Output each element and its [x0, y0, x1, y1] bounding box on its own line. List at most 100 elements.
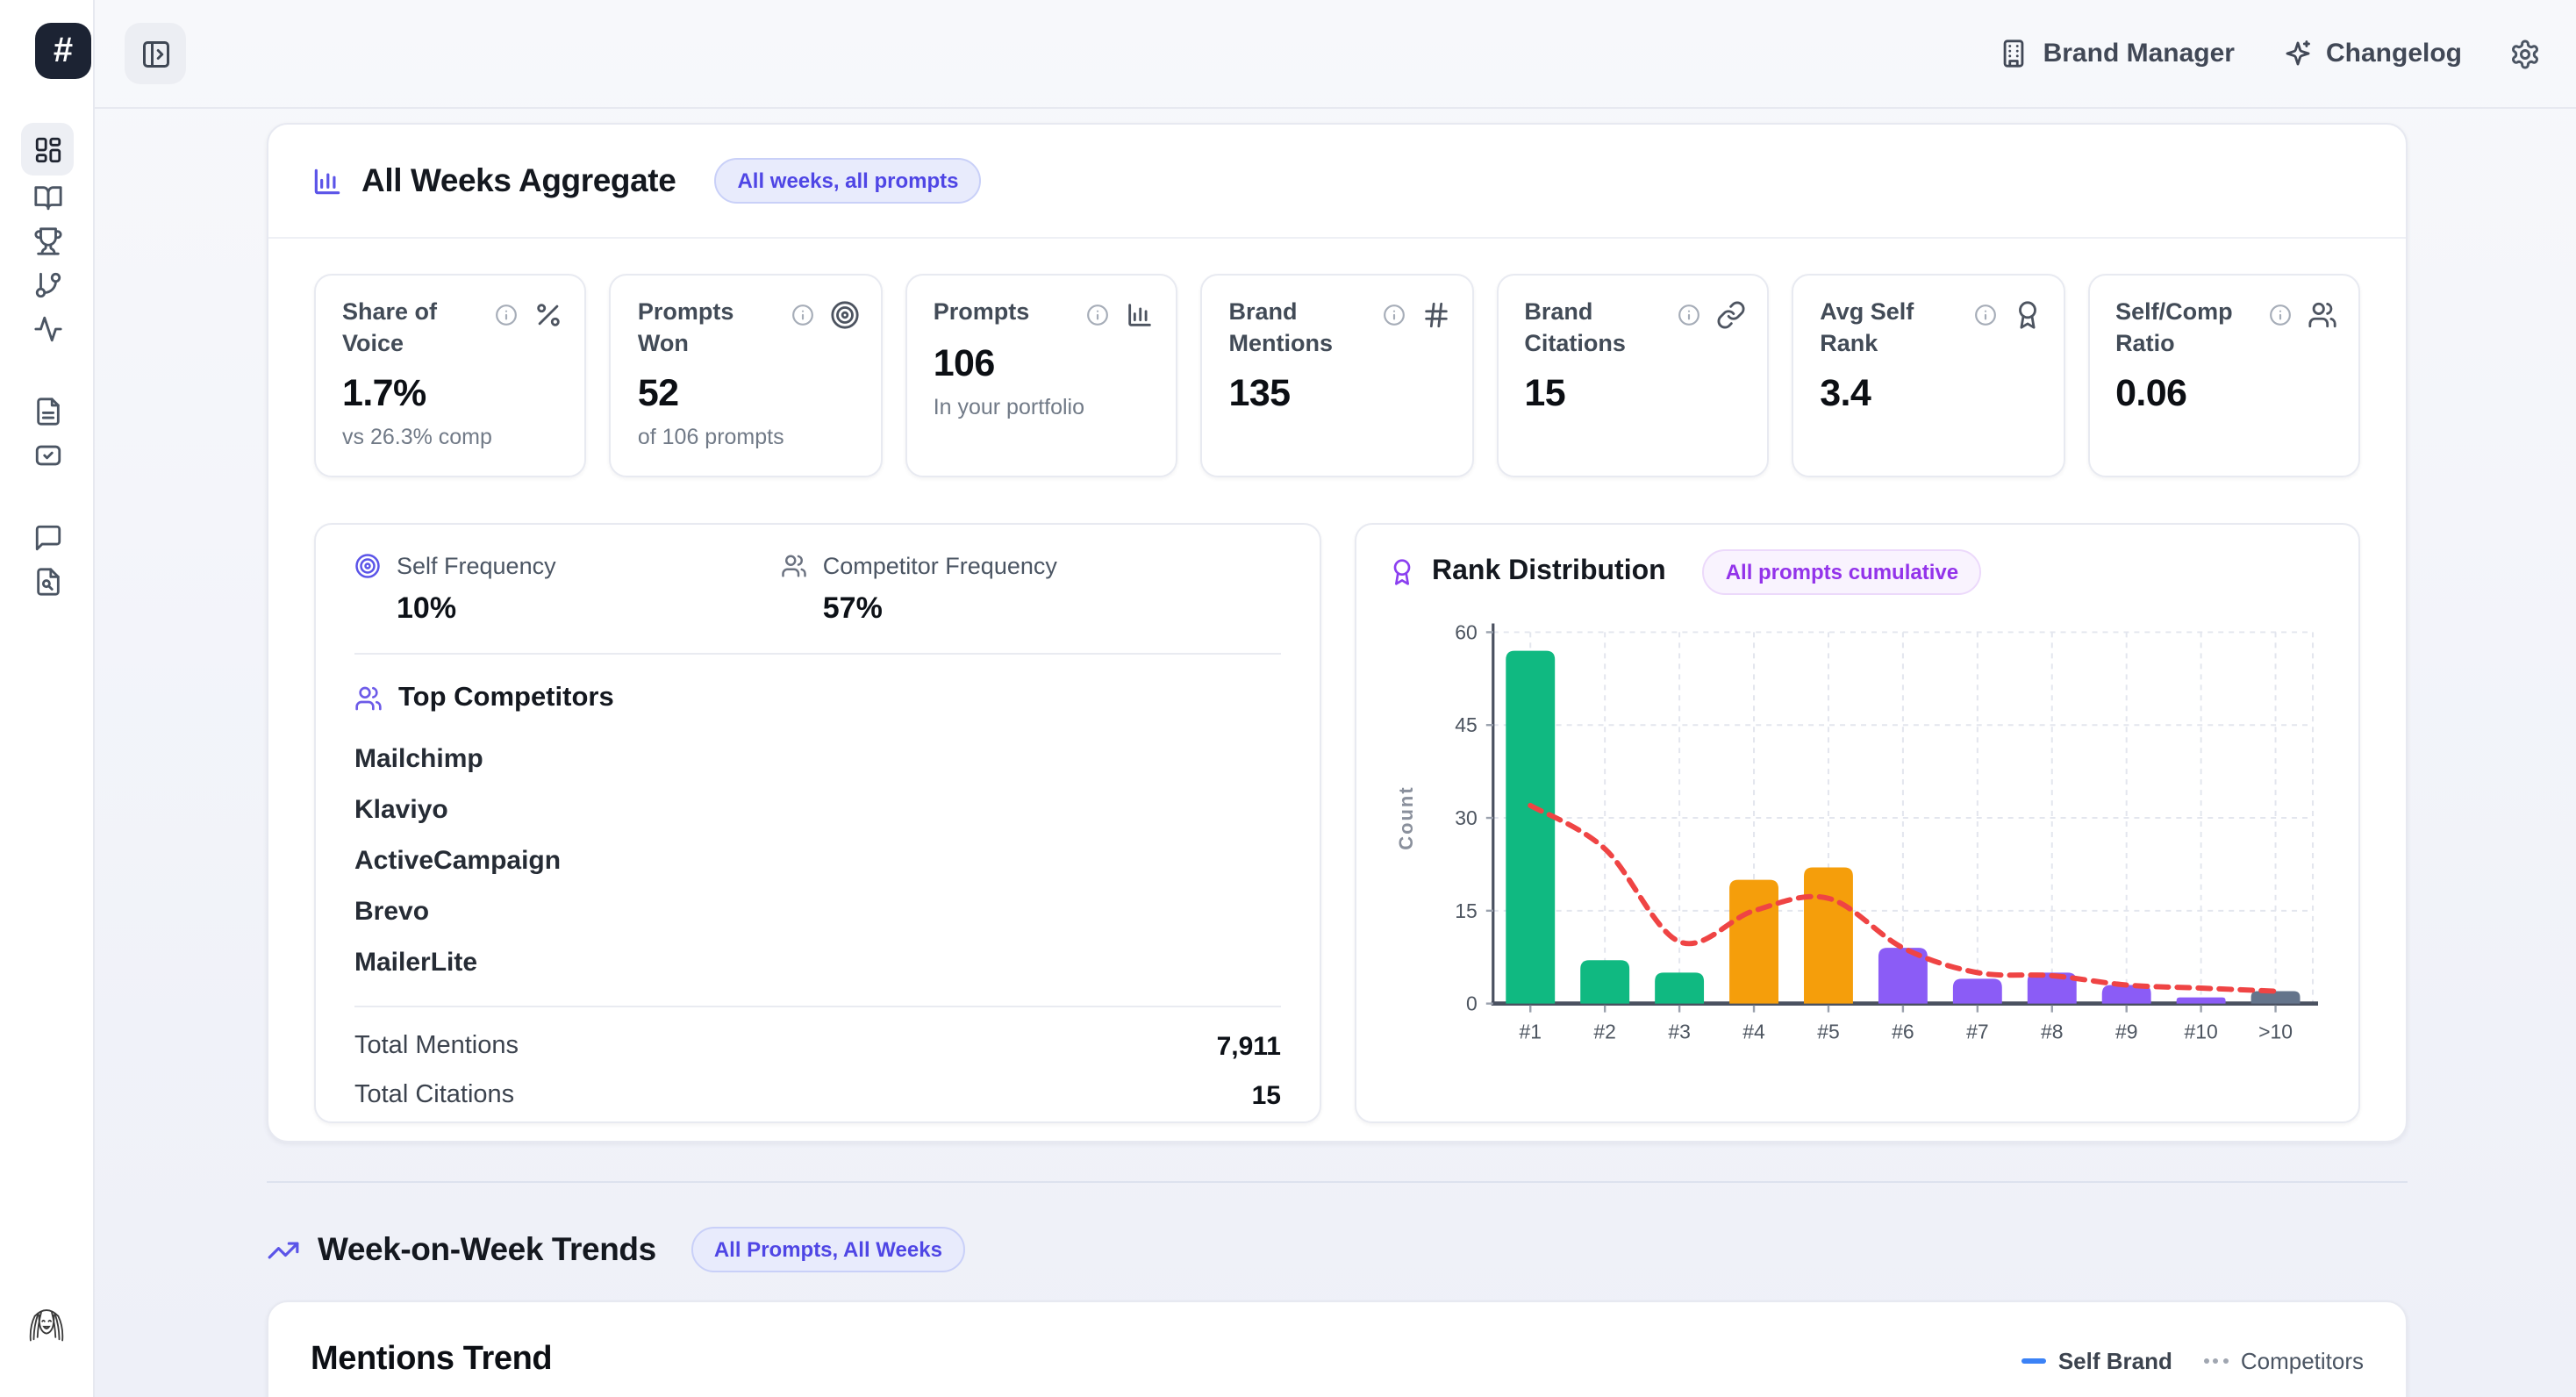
top-competitors-header: Top Competitors [354, 683, 1281, 714]
rank-scope-badge: All prompts cumulative [1702, 549, 1982, 595]
users-icon [781, 553, 807, 579]
info-icon[interactable] [1973, 304, 1996, 326]
all-weeks-aggregate-card: All Weeks Aggregate All weeks, all promp… [267, 123, 2408, 1143]
metric-subtitle: In your portfolio [933, 395, 1085, 419]
svg-text:#1: #1 [1519, 1021, 1542, 1043]
hash-logo-icon: # [53, 31, 74, 69]
metric-value: 52 [637, 371, 679, 414]
sparkles-icon [2282, 39, 2312, 68]
bar-chart-icon [311, 164, 344, 197]
rank-bar-#1 [1506, 650, 1556, 1004]
total-citations-value: 15 [1251, 1080, 1281, 1110]
legend-label: Self Brand [2057, 1348, 2172, 1374]
metric-value: 0.06 [2115, 371, 2187, 414]
rank-bar-#3 [1655, 972, 1705, 1004]
rank-distribution-title: Rank Distribution [1432, 556, 1666, 586]
competitor-item: MailerLite [354, 948, 478, 978]
topbar-actions: Brand Manager Changelog [2000, 38, 2541, 69]
sidebar-item-rankings[interactable] [25, 219, 69, 263]
rank-bar-#5 [1804, 867, 1853, 1004]
frequency-panel: Self Frequency 10% Competitor Frequency … [314, 523, 1321, 1123]
sidebar-item-library[interactable] [25, 176, 69, 219]
brand-manager-link[interactable]: Brand Manager [2000, 39, 2235, 68]
sidebar-item-messages[interactable] [25, 516, 69, 560]
metric-card-self-comp-ratio: Self/Comp Ratio 0.06 [2087, 274, 2360, 477]
changelog-label: Changelog [2326, 39, 2462, 68]
user-avatar[interactable] [21, 1300, 72, 1355]
file-text-icon [32, 397, 62, 426]
mentions-trend-card: Mentions Trend Self Brand Competitors [267, 1300, 2408, 1397]
sidebar-toggle-button[interactable] [125, 23, 186, 84]
metric-card-share-of-voice: Share of Voice 1.7% vs 26.3% comp [314, 274, 587, 477]
aggregate-scope-badge: All weeks, all prompts [714, 158, 982, 204]
metric-value: 15 [1524, 371, 1566, 414]
bar-chart-icon [1126, 300, 1156, 330]
svg-text:15: 15 [1455, 899, 1478, 922]
sidebar-item-branches[interactable] [25, 263, 69, 307]
info-icon[interactable] [2269, 304, 2292, 326]
metric-label: Avg Self Rank [1820, 298, 1914, 356]
metric-label: Prompts Won [637, 298, 734, 356]
metric-label: Brand Mentions [1228, 298, 1334, 356]
info-icon[interactable] [1382, 304, 1405, 326]
metric-card-prompts-won: Prompts Won 52 of 106 prompts [609, 274, 883, 477]
svg-text:30: 30 [1455, 806, 1478, 829]
target-icon [830, 300, 860, 330]
app-logo: # [35, 23, 91, 79]
trophy-icon [32, 226, 62, 256]
rank-bar-#10 [2176, 997, 2226, 1004]
trends-section-header: Week-on-Week Trends All Prompts, All Wee… [267, 1227, 2408, 1272]
sidebar-item-tasks[interactable] [25, 433, 69, 477]
svg-text:#2: #2 [1593, 1021, 1616, 1043]
competitor-frequency-label: Competitor Frequency [822, 553, 1057, 579]
rank-distribution-header: Rank Distribution All prompts cumulative [1388, 549, 2327, 595]
rank-trend-line [1528, 802, 2279, 994]
brand-manager-label: Brand Manager [2043, 39, 2235, 68]
svg-text:>10: >10 [2258, 1021, 2293, 1043]
competitor-item: Klaviyo [354, 795, 448, 825]
hash-icon [1420, 300, 1450, 330]
mentions-legend: Self Brand Competitors [2021, 1341, 2364, 1374]
trending-up-icon [267, 1233, 300, 1266]
legend-item-self-brand: Self Brand [2021, 1348, 2172, 1374]
message-square-icon [32, 523, 62, 553]
competitor-list: Mailchimp Klaviyo ActiveCampaign Brevo M… [354, 734, 1281, 988]
sidebar-item-dashboard[interactable] [21, 123, 74, 176]
metric-subtitle: vs 26.3% comp [342, 424, 492, 449]
y-axis-label: Count [1395, 785, 1417, 849]
activity-pulse-icon [32, 314, 62, 344]
rank-bar-#6 [1878, 948, 1928, 1004]
metric-card-prompts: Prompts 106 In your portfolio [905, 274, 1178, 477]
panel-open-icon [140, 38, 171, 69]
info-icon[interactable] [496, 304, 519, 326]
target-icon [354, 553, 381, 579]
rank-distribution-panel: Rank Distribution All prompts cumulative… [1355, 523, 2360, 1123]
svg-text:#5: #5 [1817, 1021, 1840, 1043]
section-divider [267, 1181, 2408, 1183]
settings-button[interactable] [2509, 38, 2541, 69]
legend-label: Competitors [2240, 1348, 2364, 1374]
sidebar-item-activity[interactable] [25, 307, 69, 351]
info-icon[interactable] [791, 304, 814, 326]
legend-item-competitors: Competitors [2203, 1348, 2364, 1374]
total-mentions-label: Total Mentions [354, 1032, 519, 1060]
metric-label: Prompts [933, 298, 1030, 325]
building-icon [2000, 39, 2029, 68]
svg-text:#10: #10 [2184, 1021, 2217, 1043]
info-icon[interactable] [1087, 304, 1110, 326]
competitors-dots-swatch [2203, 1358, 2229, 1364]
rank-distribution-chart: 0 15 30 45 60 #1 #2 #3 #4 #5 #6 #7 #8 #9 #10 >10 Count [1388, 602, 2327, 1072]
changelog-link[interactable]: Changelog [2282, 39, 2462, 68]
sidebar-item-reports[interactable] [25, 390, 69, 433]
self-brand-line-swatch [2021, 1358, 2046, 1365]
metric-card-brand-mentions: Brand Mentions 135 [1200, 274, 1474, 477]
rank-bar->10 [2250, 991, 2301, 1004]
rank-bar-#8 [2027, 972, 2077, 1004]
sidebar-item-file-search[interactable] [25, 560, 69, 604]
info-icon[interactable] [1678, 304, 1700, 326]
aggregate-title: All Weeks Aggregate [361, 161, 676, 198]
mentions-trend-title: Mentions Trend [311, 1341, 553, 1378]
svg-text:#3: #3 [1668, 1021, 1691, 1043]
percent-icon [534, 300, 564, 330]
